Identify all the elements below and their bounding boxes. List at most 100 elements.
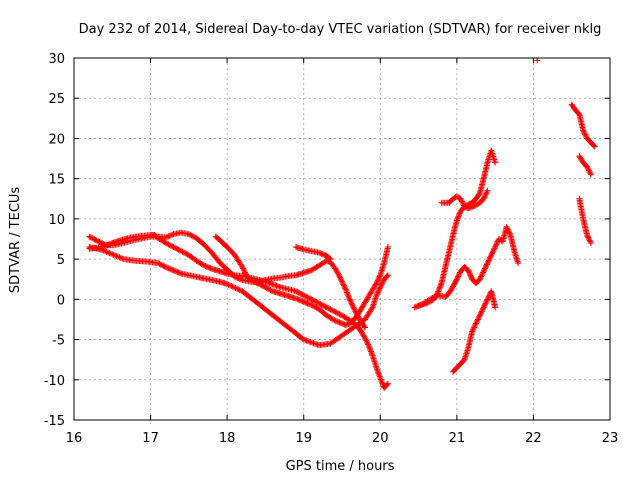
data-point-fill: [414, 303, 421, 310]
data-point-fill: [100, 240, 107, 247]
data-point: [373, 364, 380, 371]
data-point-fill: [337, 275, 344, 282]
data-point: [316, 300, 323, 307]
data-point: [327, 256, 334, 263]
data-point: [377, 375, 384, 382]
data-point-fill: [116, 254, 123, 261]
data-point: [231, 273, 238, 280]
data-point: [465, 267, 472, 274]
data-point-fill: [304, 338, 311, 345]
data-point-fill: [454, 274, 461, 281]
data-point-fill: [374, 290, 381, 297]
data-point-fill: [481, 265, 488, 272]
data-point-fill: [299, 335, 306, 342]
data-point-fill: [205, 264, 211, 271]
data-point: [346, 296, 353, 303]
data-point-fill: [339, 279, 346, 286]
data-point: [492, 244, 499, 251]
data-point-fill: [376, 373, 383, 380]
y-tick-label: 15: [48, 173, 65, 188]
data-point-fill: [166, 242, 173, 249]
data-point: [484, 187, 491, 194]
data-point: [476, 276, 483, 283]
y-tick-label: -10: [44, 374, 65, 389]
data-point-fill: [167, 266, 174, 273]
data-point-fill: [487, 253, 494, 260]
data-point-fill: [317, 301, 324, 308]
data-point-fill: [454, 216, 461, 223]
data-point-fill: [376, 285, 383, 292]
data-point: [170, 267, 177, 274]
data-point-fill: [460, 201, 467, 208]
data-point-fill: [458, 198, 465, 205]
data-point-fill: [483, 189, 490, 196]
data-point-fill: [364, 340, 371, 347]
data-point-fill: [176, 270, 183, 277]
data-point: [109, 251, 116, 258]
data-point-fill: [228, 283, 235, 290]
data-point-fill: [100, 247, 107, 254]
data-point-fill: [483, 262, 490, 269]
data-point-fill: [351, 307, 358, 314]
y-tick-label: -15: [44, 414, 65, 429]
data-point-fill: [336, 273, 343, 280]
data-point: [185, 231, 192, 238]
data-point: [339, 278, 345, 285]
data-point: [503, 223, 510, 230]
x-tick-label: 22: [525, 431, 542, 446]
data-point-fill: [478, 309, 485, 316]
data-point-fill: [456, 270, 463, 277]
data-point-fill: [375, 370, 382, 377]
data-point-fill: [175, 269, 182, 276]
data-point-fill: [347, 297, 354, 304]
data-point-fill: [483, 299, 490, 306]
data-point-fill: [435, 288, 442, 295]
data-point-fill: [478, 273, 485, 280]
data-point-fill: [102, 248, 109, 255]
data-point-fill: [336, 319, 343, 326]
series-arc-9: [450, 288, 499, 375]
y-ticks: -15 -10 -5 0 5 10 15 20 25 30: [44, 52, 610, 429]
data-point-fill: [584, 164, 591, 171]
data-point-fill: [374, 367, 381, 374]
data-point: [515, 260, 522, 267]
data-point-fill: [474, 317, 481, 324]
data-point-fill: [296, 290, 303, 297]
data-point-fill: [478, 308, 485, 315]
data-point-fill: [506, 230, 513, 237]
data-point-fill: [471, 323, 478, 330]
data-point-fill: [590, 142, 597, 149]
data-point: [178, 248, 185, 255]
data-point: [484, 260, 491, 267]
data-point: [293, 288, 300, 295]
data-point-fill: [383, 381, 390, 388]
data-point: [480, 195, 487, 202]
data-point-fill: [241, 268, 248, 275]
data-point-fill: [264, 285, 271, 292]
data-point-fill: [190, 233, 197, 240]
data-point-fill: [179, 248, 186, 255]
data-point-fill: [379, 280, 386, 287]
data-point-fill: [349, 301, 356, 308]
data-point: [587, 171, 594, 178]
data-point-fill: [479, 270, 486, 277]
data-point-fill: [92, 236, 99, 243]
data-point: [377, 284, 384, 291]
data-point-fill: [156, 260, 163, 267]
data-point-fill: [368, 349, 375, 356]
data-point-fill: [340, 321, 347, 328]
data-point-fill: [164, 264, 171, 271]
data-point-fill: [587, 170, 594, 177]
data-point-fill: [106, 250, 113, 257]
data-point: [587, 240, 594, 247]
data-point: [584, 163, 591, 170]
x-tick-label: 16: [66, 431, 83, 446]
data-point-fill: [374, 277, 381, 284]
x-tick-label: 20: [372, 431, 389, 446]
data-point-fill: [472, 321, 479, 328]
data-point-fill: [169, 243, 176, 250]
data-point-fill: [485, 294, 492, 301]
data-point: [331, 317, 338, 324]
x-tick-label: 17: [142, 431, 159, 446]
